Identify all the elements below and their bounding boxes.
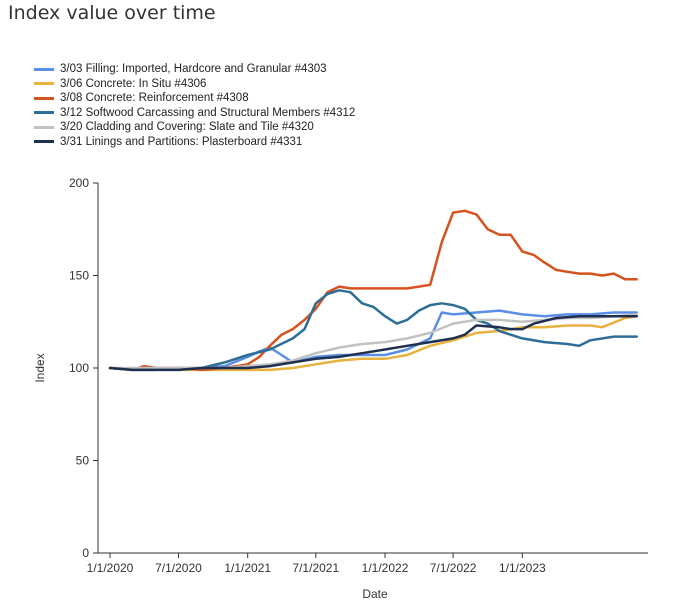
legend-item[interactable]: 3/20 Cladding and Covering: Slate and Ti… <box>34 120 355 135</box>
legend-swatch <box>34 67 54 71</box>
x-tick-label: 1/1/2020 <box>87 561 134 575</box>
y-tick-label: 150 <box>69 269 89 283</box>
legend-label: 3/03 Filling: Imported, Hardcore and Gra… <box>60 63 327 76</box>
page-title: Index value over time <box>8 2 216 24</box>
x-tick-label: 1/1/2021 <box>224 561 271 575</box>
legend-swatch <box>34 125 54 129</box>
x-tick-label: 1/1/2023 <box>499 561 546 575</box>
series-line <box>108 314 638 372</box>
y-tick-label: 0 <box>82 546 89 560</box>
legend-swatch <box>34 96 54 100</box>
y-axis-label: Index <box>33 353 47 382</box>
y-tick-label: 50 <box>76 454 90 468</box>
series-line <box>108 209 638 372</box>
legend-swatch <box>34 82 54 86</box>
series-line <box>108 289 638 372</box>
chart-legend: 3/03 Filling: Imported, Hardcore and Gra… <box>34 62 355 149</box>
legend-label: 3/12 Softwood Carcassing and Structural … <box>60 106 356 119</box>
y-tick-label: 200 <box>69 176 89 190</box>
legend-label: 3/06 Concrete: In Situ #4306 <box>60 77 207 90</box>
legend-swatch <box>34 140 54 144</box>
legend-swatch <box>34 111 54 115</box>
x-tick-label: 7/1/2022 <box>430 561 477 575</box>
legend-label: 3/08 Concrete: Reinforcement #4308 <box>60 92 249 105</box>
x-tick-label: 7/1/2020 <box>155 561 202 575</box>
x-tick-label: 1/1/2022 <box>362 561 409 575</box>
x-axis-label: Date <box>362 587 388 601</box>
legend-item[interactable]: 3/31 Linings and Partitions: Plasterboar… <box>34 135 355 150</box>
legend-item[interactable]: 3/03 Filling: Imported, Hardcore and Gra… <box>34 62 355 77</box>
legend-label: 3/20 Cladding and Covering: Slate and Ti… <box>60 121 314 134</box>
legend-item[interactable]: 3/06 Concrete: In Situ #4306 <box>34 77 355 92</box>
legend-label: 3/31 Linings and Partitions: Plasterboar… <box>60 135 303 148</box>
x-tick-label: 7/1/2021 <box>292 561 339 575</box>
legend-item[interactable]: 3/12 Softwood Carcassing and Structural … <box>34 106 355 121</box>
y-tick-label: 100 <box>69 361 89 375</box>
legend-item[interactable]: 3/08 Concrete: Reinforcement #4308 <box>34 91 355 106</box>
